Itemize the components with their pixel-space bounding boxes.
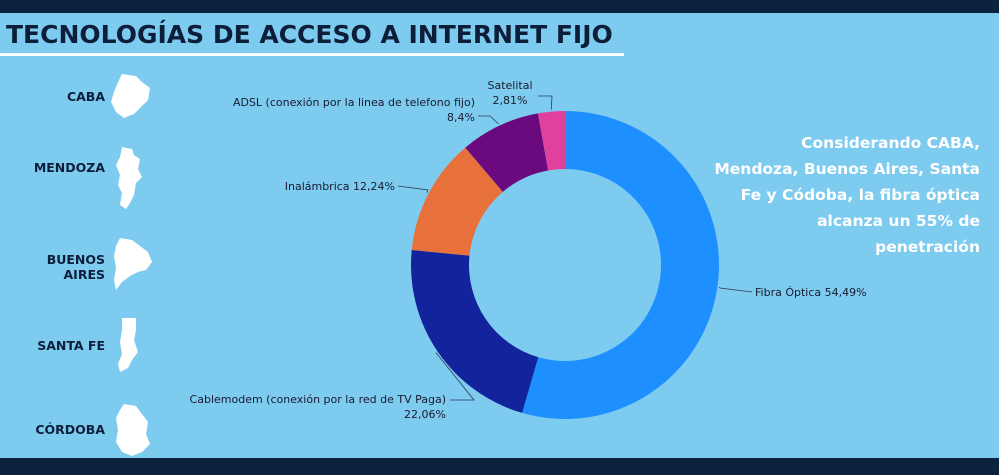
slice-label-0: Fibra Óptica 54,49% bbox=[755, 286, 867, 299]
slice-label-1: Cablemodem (conexión por la red de TV Pa… bbox=[190, 393, 446, 406]
slice-label-3: ADSL (conexión por la linea de telefono … bbox=[233, 96, 475, 109]
slice-label-4: Satelital bbox=[487, 79, 532, 92]
title-underline bbox=[0, 53, 624, 56]
province-label-mendoza: MENDOZA bbox=[33, 160, 105, 175]
donut-slice-2 bbox=[411, 147, 503, 256]
donut-slice-3 bbox=[465, 113, 549, 192]
province-label-buenos-aires: BUENOS AIRES bbox=[46, 252, 105, 282]
leader-line-2 bbox=[397, 185, 429, 193]
province-label-santa-fe: SANTA FE bbox=[37, 338, 105, 353]
cordoba-map-icon bbox=[116, 404, 150, 456]
page-title: TECNOLOGÍAS DE ACCESO A INTERNET FIJO bbox=[6, 20, 613, 49]
slice-label-1-value: 22,06% bbox=[404, 408, 446, 421]
mendoza-map-icon bbox=[116, 147, 142, 209]
santa-fe-map-icon bbox=[118, 318, 138, 372]
donut-slice-4 bbox=[537, 111, 565, 171]
leader-line-0 bbox=[719, 286, 753, 293]
slice-label-2: Inalámbrica 12,24% bbox=[285, 180, 395, 193]
caba-map-icon bbox=[111, 74, 150, 118]
province-label-cordoba: CÓRDOBA bbox=[35, 422, 105, 437]
slice-label-3-value: 8,4% bbox=[447, 111, 475, 124]
donut-slice-1 bbox=[411, 250, 539, 413]
insight-note: Considerando CABA, Mendoza, Buenos Aires… bbox=[714, 134, 980, 256]
slice-label-4-value: 2,81% bbox=[493, 94, 528, 107]
bottom-bar bbox=[0, 458, 999, 475]
leader-line-3 bbox=[478, 115, 499, 125]
donut-slice-0 bbox=[522, 111, 719, 419]
top-bar bbox=[0, 0, 999, 13]
province-label-caba: CABA bbox=[66, 89, 105, 104]
leader-line-4 bbox=[538, 95, 553, 110]
leader-line-1 bbox=[435, 352, 475, 401]
buenos-aires-map-icon bbox=[114, 238, 152, 290]
